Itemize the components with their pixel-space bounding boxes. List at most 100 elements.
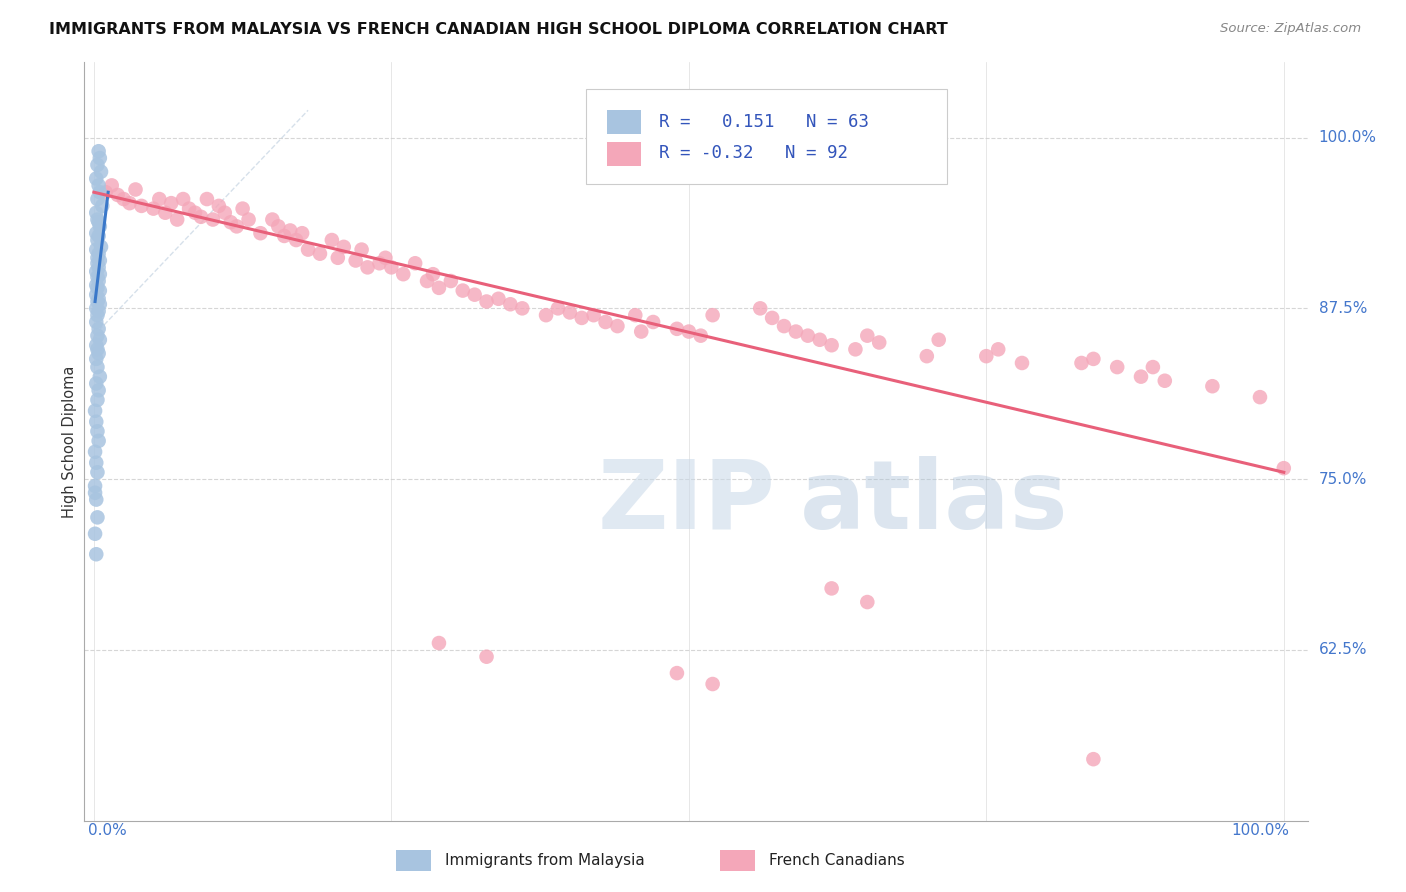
Y-axis label: High School Diploma: High School Diploma — [62, 366, 77, 517]
Point — [86, 233, 108, 247]
Point — [84, 485, 107, 500]
Point — [868, 335, 890, 350]
Point — [797, 328, 820, 343]
Point — [84, 315, 107, 329]
Point — [1272, 461, 1295, 475]
Point — [1153, 374, 1175, 388]
Point — [84, 444, 107, 458]
Point — [84, 547, 107, 561]
Point — [702, 308, 724, 322]
Point — [84, 415, 107, 429]
Point — [86, 360, 108, 375]
Point — [665, 666, 688, 681]
Point — [148, 192, 170, 206]
Point — [87, 145, 110, 159]
Point — [84, 243, 107, 257]
Point — [856, 595, 879, 609]
Point — [190, 210, 212, 224]
Point — [84, 205, 107, 219]
Point — [87, 246, 110, 260]
Point — [249, 226, 271, 240]
Point — [238, 212, 260, 227]
Point — [273, 229, 295, 244]
Point — [856, 328, 879, 343]
Point — [86, 392, 108, 407]
Point — [1083, 351, 1105, 366]
Text: ZIP: ZIP — [598, 456, 776, 549]
Text: 0.0%: 0.0% — [89, 823, 127, 838]
Point — [595, 315, 617, 329]
Point — [94, 185, 117, 199]
Point — [326, 251, 349, 265]
FancyBboxPatch shape — [396, 850, 430, 871]
Point — [416, 274, 439, 288]
Point — [84, 278, 107, 293]
Point — [404, 256, 426, 270]
Point — [89, 297, 111, 311]
Point — [344, 253, 367, 268]
Point — [89, 333, 111, 347]
Text: 100.0%: 100.0% — [1319, 130, 1376, 145]
Point — [427, 636, 450, 650]
Point — [91, 199, 114, 213]
Point — [131, 199, 153, 213]
Point — [86, 328, 108, 343]
Point — [332, 240, 354, 254]
Point — [356, 260, 378, 275]
Point — [107, 188, 129, 202]
Point — [1083, 752, 1105, 766]
Point — [84, 338, 107, 352]
Point — [773, 319, 796, 334]
Point — [177, 202, 200, 216]
Text: French Canadians: French Canadians — [769, 854, 905, 868]
Point — [291, 226, 314, 240]
Point — [380, 260, 402, 275]
Point — [86, 251, 108, 265]
Point — [262, 212, 284, 227]
Point — [808, 333, 831, 347]
Point — [84, 456, 107, 470]
Point — [118, 196, 141, 211]
Point — [84, 301, 107, 316]
Point — [87, 274, 110, 288]
Point — [547, 301, 569, 316]
Point — [392, 267, 415, 281]
Point — [87, 304, 110, 318]
Point — [89, 219, 111, 234]
Point — [1249, 390, 1271, 404]
Point — [558, 305, 581, 319]
Point — [87, 260, 110, 275]
Point — [1070, 356, 1092, 370]
Point — [84, 404, 107, 418]
Point — [1142, 360, 1164, 375]
Point — [475, 294, 498, 309]
Text: 100.0%: 100.0% — [1232, 823, 1289, 838]
Point — [464, 287, 486, 301]
Point — [87, 178, 110, 193]
Point — [84, 526, 107, 541]
Point — [87, 292, 110, 306]
Point — [84, 171, 107, 186]
Point — [1107, 360, 1129, 375]
Text: R =   0.151   N = 63: R = 0.151 N = 63 — [659, 112, 869, 130]
Point — [761, 310, 783, 325]
Point — [142, 202, 165, 216]
Point — [86, 192, 108, 206]
Point — [166, 212, 188, 227]
Point — [112, 192, 135, 206]
Text: R = -0.32   N = 92: R = -0.32 N = 92 — [659, 145, 848, 162]
Point — [309, 246, 332, 260]
Point — [749, 301, 772, 316]
Point — [278, 223, 301, 237]
Point — [606, 319, 628, 334]
Point — [86, 281, 108, 295]
Point — [124, 182, 146, 196]
Text: 75.0%: 75.0% — [1319, 472, 1367, 487]
Point — [87, 384, 110, 398]
Point — [1011, 356, 1033, 370]
Point — [86, 510, 108, 524]
Point — [820, 338, 842, 352]
FancyBboxPatch shape — [606, 111, 641, 135]
Point — [86, 256, 108, 270]
Point — [184, 205, 207, 219]
